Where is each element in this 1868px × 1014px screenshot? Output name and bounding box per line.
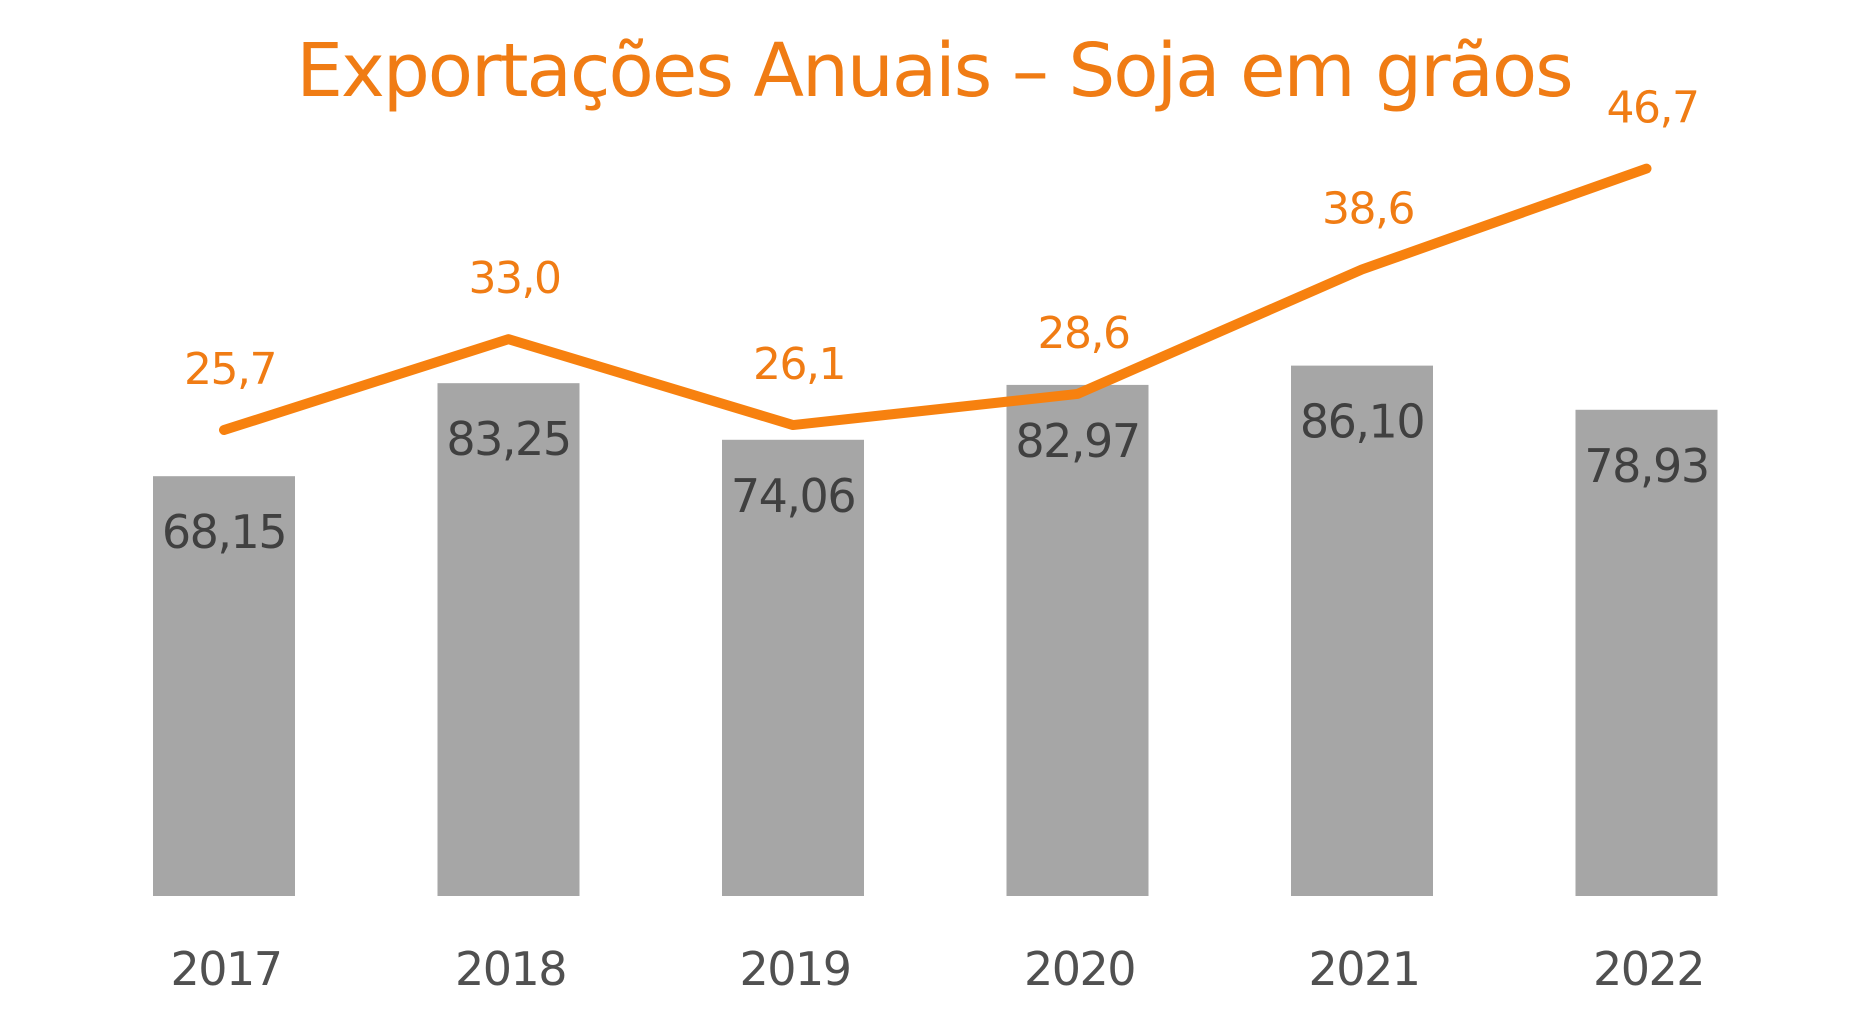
line-label-2022: 46,7 <box>1607 83 1699 134</box>
line-labels-layer: 25,7 33,0 26,1 28,6 38,6 46,7 <box>184 83 1700 395</box>
x-tick-2019: 2019 <box>739 942 850 996</box>
bars-layer <box>153 365 1718 896</box>
line-label-2020: 28,6 <box>1038 308 1130 359</box>
bar-label-2022: 78,93 <box>1584 439 1708 493</box>
x-tick-2018: 2018 <box>455 942 566 996</box>
bar-2017 <box>153 476 295 896</box>
x-tick-2022: 2022 <box>1593 942 1704 996</box>
x-axis-ticks: 2017 2018 2019 2020 2021 2022 <box>170 942 1705 996</box>
line-label-2019: 26,1 <box>753 339 845 390</box>
line-label-2021: 38,6 <box>1322 183 1414 234</box>
bar-2019 <box>722 439 864 896</box>
bar-label-2020: 82,97 <box>1015 414 1139 468</box>
bar-label-2019: 74,06 <box>731 469 855 523</box>
bar-2018 <box>437 383 580 896</box>
x-tick-2020: 2020 <box>1024 942 1135 996</box>
line-label-2017: 25,7 <box>184 344 276 395</box>
bar-2020 <box>1006 384 1149 896</box>
chart-title: Exportações Anuais – Soja em grãos <box>296 28 1573 114</box>
bar-2022 <box>1575 409 1718 896</box>
bar-labels-layer: 68,15 83,25 74,06 82,97 86,10 78,93 <box>162 395 1710 560</box>
bar-label-2017: 68,15 <box>162 505 286 559</box>
x-tick-2017: 2017 <box>170 942 281 996</box>
line-series-valor <box>219 163 1652 436</box>
bar-label-2018: 83,25 <box>446 412 570 466</box>
x-tick-2021: 2021 <box>1308 942 1419 996</box>
bar-2021 <box>1291 365 1433 896</box>
bar-label-2021: 86,10 <box>1300 395 1424 449</box>
line-label-2018: 33,0 <box>469 253 561 304</box>
line-layer <box>219 163 1652 436</box>
